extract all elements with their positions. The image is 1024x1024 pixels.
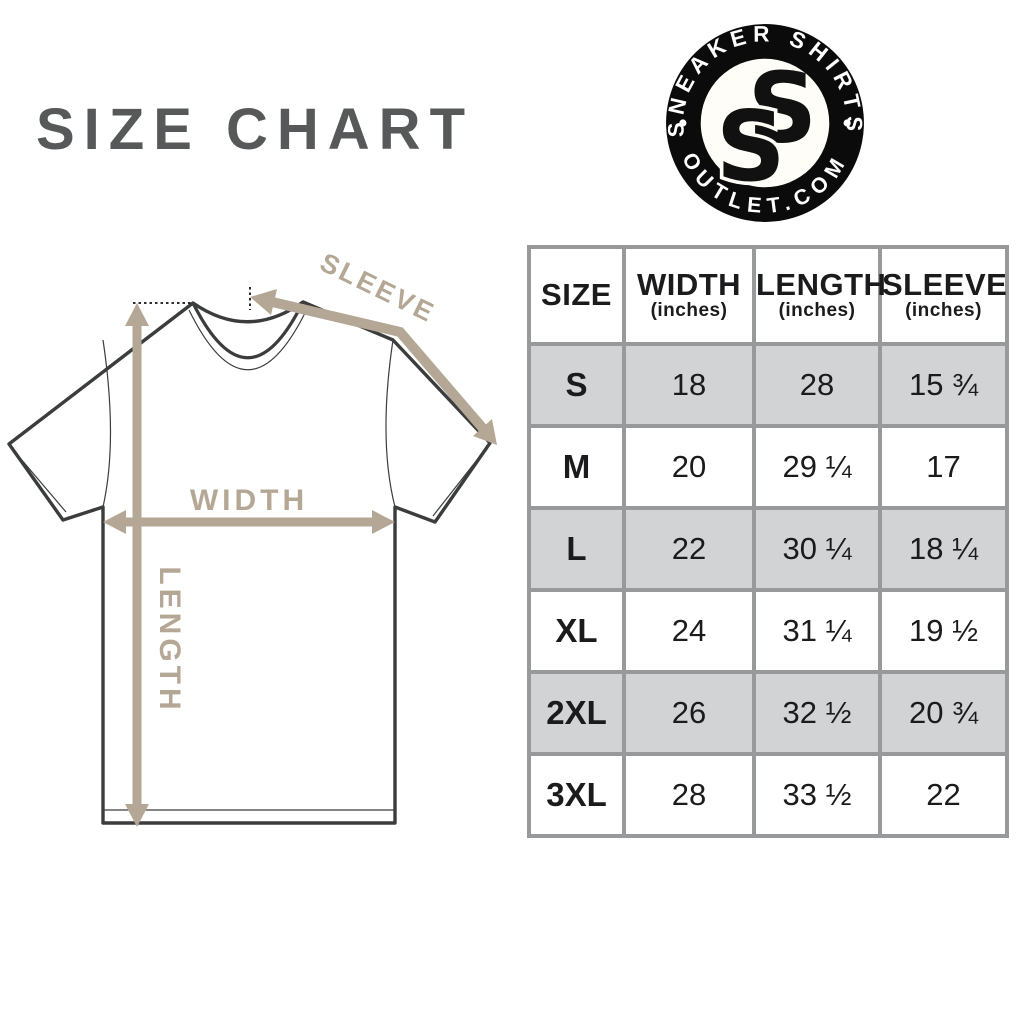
length-label: LENGTH: [153, 566, 186, 713]
length-value: 33 ½: [752, 752, 882, 838]
length-value: 32 ½: [752, 670, 882, 756]
width-value: 18: [622, 342, 756, 428]
size-table: SIZE WIDTH (inches) LENGTH (inches) SLEE…: [527, 245, 1009, 838]
size-label: L: [527, 506, 626, 592]
width-value: 22: [622, 506, 756, 592]
left-armhole-seam: [102, 339, 112, 508]
sleeve-value: 17: [878, 424, 1009, 510]
size-label: S: [527, 342, 626, 428]
col-header-size: SIZE: [527, 245, 626, 346]
size-label: 2XL: [527, 670, 626, 756]
length-value: 28: [752, 342, 882, 428]
table-row-xl: XL 24 31 ¼ 19 ½: [527, 588, 1009, 674]
size-label: XL: [527, 588, 626, 674]
brand-logo: SNEAKER SHIRTS OUTLET.COM S S: [663, 21, 864, 222]
col-header-sleeve: SLEEVE (inches): [878, 245, 1009, 346]
width-value: 26: [622, 670, 756, 756]
sleeve-value: 15 ¾: [878, 342, 1009, 428]
length-value: 29 ¼: [752, 424, 882, 510]
right-armhole-seam: [385, 339, 396, 508]
page-title: SIZE CHART: [36, 97, 474, 162]
svg-text:S: S: [747, 51, 817, 164]
sleeve-value: 19 ½: [878, 588, 1009, 674]
logo-ss-monogram-icon: S S: [712, 51, 817, 206]
table-row-3xl: 3XL 28 33 ½ 22: [527, 752, 1009, 838]
col-header-width: WIDTH (inches): [622, 245, 756, 346]
logo-inner-circle: [700, 58, 830, 188]
sleeve-arrow: [250, 289, 497, 445]
width-label: WIDTH: [190, 484, 308, 517]
width-arrow: [103, 510, 395, 534]
table-row-m: M 20 29 ¼ 17: [527, 424, 1009, 510]
size-label: M: [527, 424, 626, 510]
table-row-l: L 22 30 ¼ 18 ¼: [527, 506, 1009, 592]
size-label: 3XL: [527, 752, 626, 838]
sleeve-value: 22: [878, 752, 1009, 838]
width-value: 28: [622, 752, 756, 838]
table-row-2xl: 2XL 26 32 ½ 20 ¾: [527, 670, 1009, 756]
length-arrow: [125, 303, 149, 827]
tshirt-measurement-diagram: WIDTH LENGTH SLEEVE: [7, 247, 497, 827]
collar-seam-arc: [188, 308, 308, 371]
length-value: 30 ¼: [752, 506, 882, 592]
length-value: 31 ¼: [752, 588, 882, 674]
table-row-s: S 18 28 15 ¾: [527, 342, 1009, 428]
table-header-row: SIZE WIDTH (inches) LENGTH (inches) SLEE…: [527, 245, 1009, 346]
sleeve-value: 20 ¾: [878, 670, 1009, 756]
logo-right-dot-icon: [843, 119, 851, 127]
width-value: 24: [622, 588, 756, 674]
sleeve-value: 18 ¼: [878, 506, 1009, 592]
width-value: 20: [622, 424, 756, 510]
tshirt-outline: [7, 300, 492, 825]
col-header-length: LENGTH (inches): [752, 245, 886, 346]
left-cuff-seam: [14, 451, 67, 513]
svg-text:S: S: [716, 90, 786, 203]
logo-left-dot-icon: [679, 119, 687, 127]
right-cuff-seam: [432, 450, 485, 517]
collar-front-arc: [191, 301, 305, 360]
